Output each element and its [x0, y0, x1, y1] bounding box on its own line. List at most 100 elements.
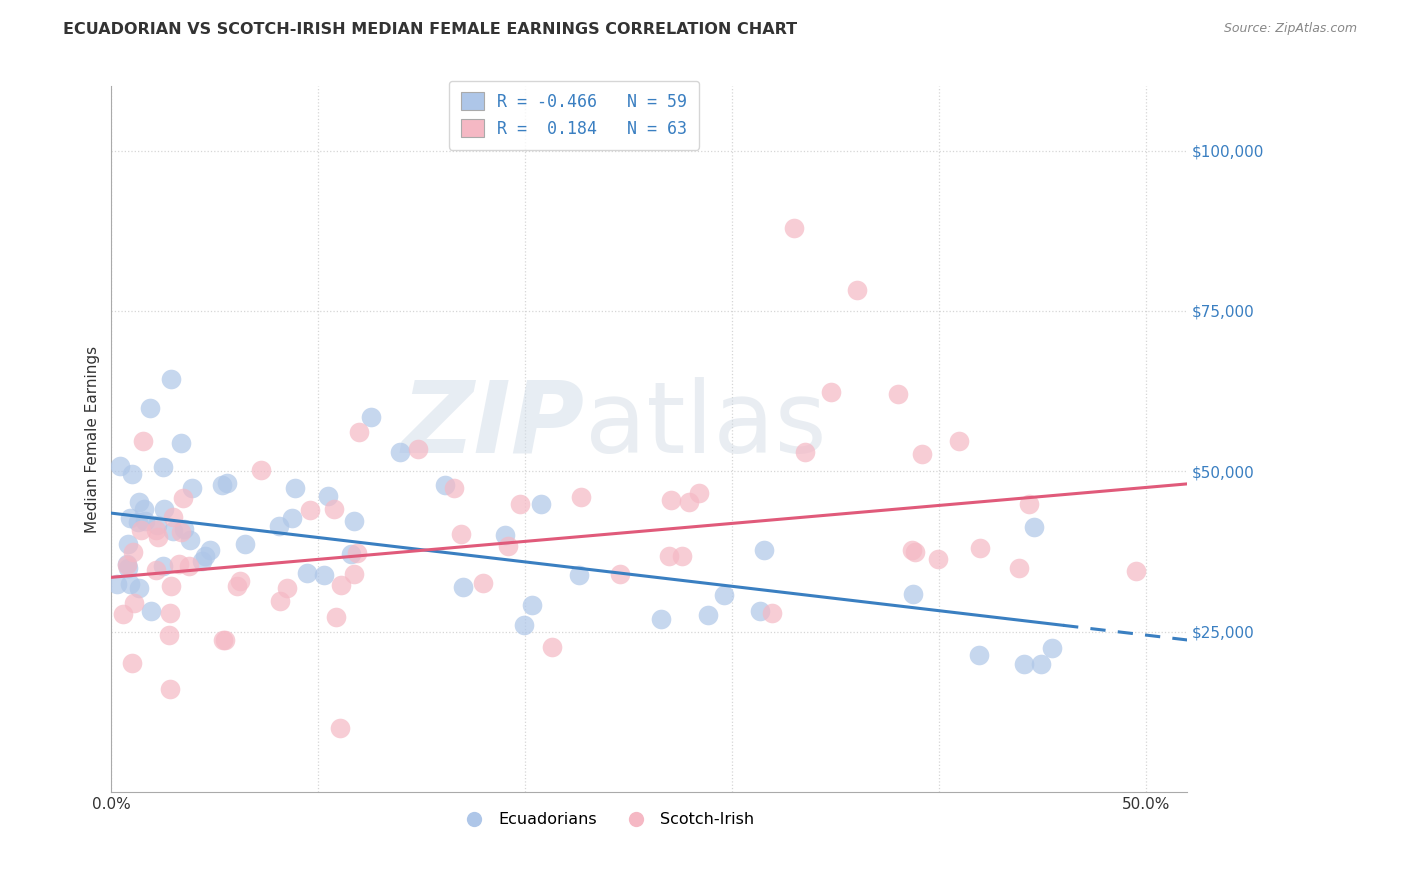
Point [250, 463, 273, 477]
Point [325, 610, 347, 624]
Point [128, 581, 150, 595]
Point [406, 442, 429, 456]
Point [1040, 641, 1063, 656]
Point [820, 385, 842, 400]
Point [471, 575, 494, 590]
Point [108, 458, 131, 473]
Point [129, 523, 152, 537]
Point [886, 387, 908, 401]
Point [389, 445, 412, 459]
Point [323, 501, 346, 516]
Point [118, 510, 141, 524]
Point [117, 537, 139, 551]
Point [650, 612, 672, 626]
Point [134, 514, 156, 528]
Point [569, 490, 592, 504]
Point [145, 523, 167, 537]
Text: atlas: atlas [585, 376, 827, 474]
Point [200, 542, 222, 557]
Y-axis label: Median Female Earnings: Median Female Earnings [86, 346, 100, 533]
Point [314, 568, 336, 582]
Point [226, 579, 249, 593]
Point [713, 588, 735, 602]
Point [347, 425, 370, 439]
Point [160, 371, 183, 385]
Point [121, 545, 143, 559]
Legend: Ecuadorians, Scotch-Irish: Ecuadorians, Scotch-Irish [451, 806, 761, 834]
Point [761, 606, 783, 620]
Point [846, 283, 869, 297]
Point [162, 524, 184, 539]
Point [512, 617, 534, 632]
Point [360, 409, 382, 424]
Point [191, 554, 214, 568]
Point [212, 632, 235, 647]
Point [346, 546, 368, 560]
Point [541, 640, 564, 654]
Point [284, 482, 307, 496]
Point [969, 541, 991, 555]
Point [117, 558, 139, 573]
Point [678, 494, 700, 508]
Point [152, 501, 174, 516]
Point [609, 567, 631, 582]
Point [121, 467, 143, 481]
Point [688, 486, 710, 500]
Point [568, 568, 591, 582]
Point [146, 518, 169, 533]
Point [927, 552, 949, 566]
Point [451, 580, 474, 594]
Point [132, 434, 155, 448]
Point [911, 447, 934, 461]
Point [748, 604, 770, 618]
Point [509, 497, 531, 511]
Point [343, 514, 366, 528]
Point [1018, 497, 1040, 511]
Point [948, 434, 970, 448]
Point [105, 577, 128, 591]
Point [269, 518, 291, 533]
Point [170, 524, 193, 539]
Point [145, 563, 167, 577]
Point [159, 682, 181, 697]
Point [496, 539, 519, 553]
Point [696, 608, 718, 623]
Point [134, 502, 156, 516]
Point [658, 549, 681, 564]
Point [112, 607, 135, 621]
Point [1022, 520, 1045, 534]
Point [659, 492, 682, 507]
Point [194, 549, 217, 564]
Point [180, 481, 202, 495]
Point [1029, 657, 1052, 671]
Point [783, 220, 806, 235]
Point [530, 497, 553, 511]
Point [297, 566, 319, 581]
Point [450, 527, 472, 541]
Point [121, 657, 143, 671]
Point [443, 481, 465, 495]
Point [170, 436, 193, 450]
Point [211, 478, 233, 492]
Point [146, 530, 169, 544]
Point [671, 549, 693, 563]
Point [330, 578, 353, 592]
Text: ZIP: ZIP [402, 376, 585, 474]
Text: ECUADORIAN VS SCOTCH-IRISH MEDIAN FEMALE EARNINGS CORRELATION CHART: ECUADORIAN VS SCOTCH-IRISH MEDIAN FEMALE… [63, 22, 797, 37]
Point [179, 533, 201, 547]
Point [214, 633, 236, 648]
Point [122, 596, 145, 610]
Point [138, 401, 160, 415]
Point [329, 721, 352, 735]
Point [160, 579, 183, 593]
Point [229, 574, 252, 588]
Point [281, 511, 304, 525]
Point [141, 604, 163, 618]
Point [157, 627, 180, 641]
Point [904, 545, 927, 559]
Text: Source: ZipAtlas.com: Source: ZipAtlas.com [1223, 22, 1357, 36]
Point [1125, 564, 1147, 578]
Point [115, 558, 138, 572]
Point [752, 543, 775, 558]
Point [152, 459, 174, 474]
